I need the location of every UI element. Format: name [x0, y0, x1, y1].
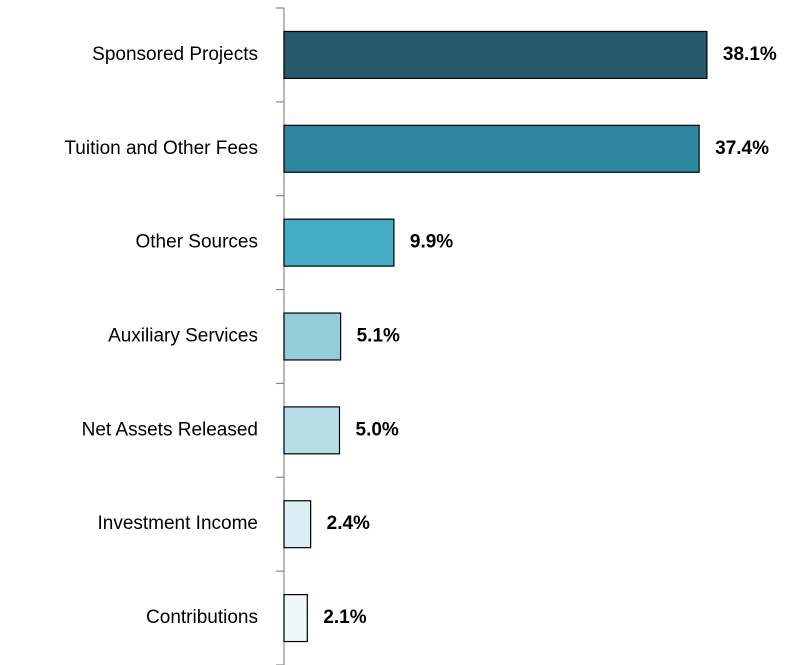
- value-label: 5.1%: [357, 326, 400, 347]
- category-label: Net Assets Released: [82, 419, 258, 440]
- bar: [283, 594, 308, 643]
- bar: [283, 312, 342, 361]
- bar: [283, 406, 341, 455]
- value-label: 2.1%: [323, 607, 366, 628]
- value-label: 9.9%: [410, 232, 453, 253]
- category-label: Investment Income: [97, 513, 258, 534]
- value-label: 38.1%: [723, 44, 777, 65]
- category-label: Other Sources: [136, 232, 259, 253]
- bar: [283, 124, 700, 173]
- category-label: Contributions: [146, 607, 258, 628]
- category-label: Auxiliary Services: [108, 326, 258, 347]
- bar: [283, 218, 395, 267]
- category-label: Tuition and Other Fees: [64, 138, 258, 159]
- bar: [283, 500, 312, 549]
- value-label: 2.4%: [327, 513, 370, 534]
- bar: [283, 30, 708, 79]
- value-label: 37.4%: [715, 138, 769, 159]
- value-label: 5.0%: [356, 419, 399, 440]
- category-label: Sponsored Projects: [92, 44, 258, 65]
